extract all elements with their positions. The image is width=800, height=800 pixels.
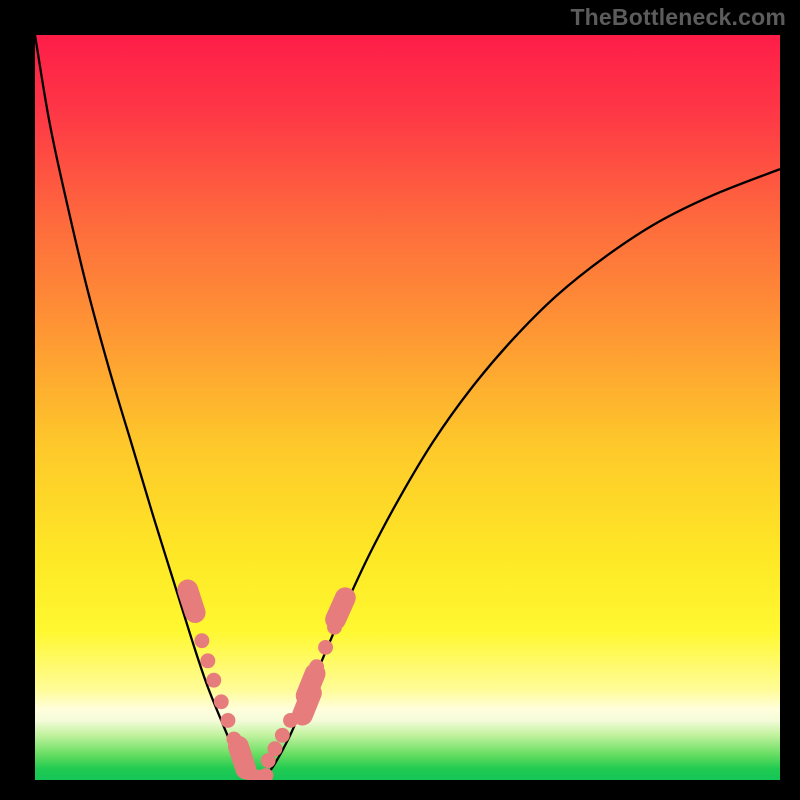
data-dot <box>206 673 221 688</box>
data-dot <box>194 633 209 648</box>
data-dot <box>283 713 298 728</box>
curve-layer <box>35 35 780 780</box>
watermark-text: TheBottleneck.com <box>570 4 786 31</box>
data-dot <box>267 741 282 756</box>
chart-frame: TheBottleneck.com <box>0 0 800 800</box>
curve-right-branch <box>259 169 781 780</box>
data-dot <box>200 653 215 668</box>
data-dot <box>327 620 342 635</box>
data-dot <box>318 640 333 655</box>
plot-area <box>35 35 780 780</box>
data-dot <box>221 713 236 728</box>
data-dot <box>275 728 290 743</box>
data-dot <box>226 732 241 747</box>
data-dot <box>309 659 324 674</box>
data-dot <box>214 694 229 709</box>
curve-left-branch <box>35 35 259 780</box>
